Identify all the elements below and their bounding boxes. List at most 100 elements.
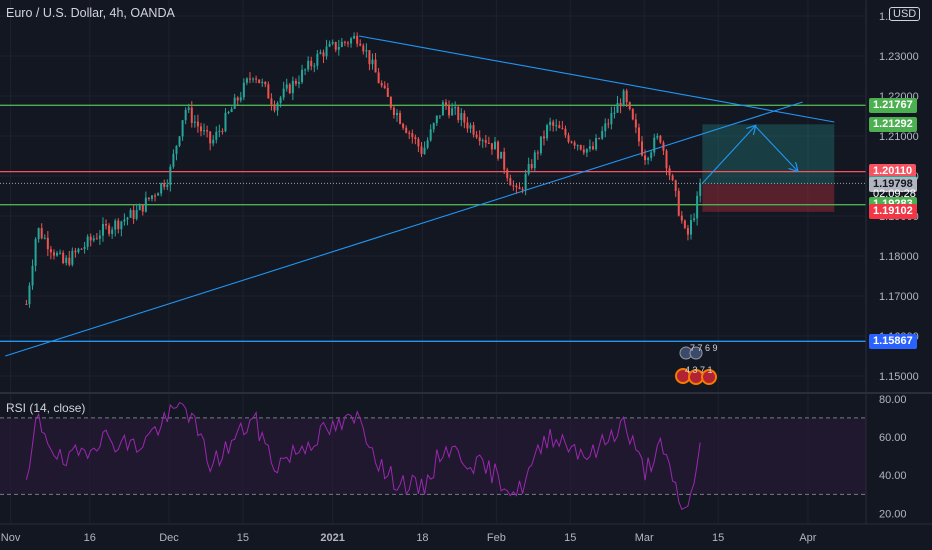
- candle-body: [506, 169, 509, 179]
- candle-body: [77, 248, 80, 253]
- candle-body: [328, 43, 331, 47]
- time-tick-label: Nov: [1, 532, 21, 544]
- candle-body: [579, 145, 582, 150]
- candle-body: [533, 152, 536, 169]
- candle-body: [530, 164, 533, 169]
- candle-body: [316, 53, 319, 66]
- projection-segment: [754, 125, 797, 171]
- candle-body: [552, 121, 555, 126]
- candle-body: [279, 97, 282, 103]
- candle-body: [469, 125, 472, 129]
- candle-body: [230, 108, 233, 113]
- candle-body: [622, 90, 625, 107]
- candle-body: [126, 217, 129, 220]
- candle-body: [527, 164, 530, 174]
- candle-body: [248, 78, 251, 80]
- candle-body: [337, 46, 340, 50]
- rsi-tick-label: 20.00: [879, 508, 907, 520]
- bar-countdown: 02:09:28: [873, 188, 916, 201]
- time-tick-label: 15: [564, 532, 576, 544]
- candle-body: [570, 141, 573, 143]
- entry-price-tag: 1.19798: [869, 176, 917, 192]
- candle-body: [392, 107, 395, 116]
- rsi-band: [0, 417, 866, 495]
- economic-events[interactable]: 7 7 6 9 4 3 7 1: [675, 343, 718, 385]
- candle-body: [408, 132, 411, 134]
- candle-body: [497, 141, 500, 159]
- candle-body: [567, 135, 570, 142]
- level-1-20110-tag: 1.20110: [869, 164, 917, 180]
- event-icon-top-2[interactable]: [689, 346, 703, 360]
- candle-body: [34, 239, 37, 266]
- time-axis[interactable]: Nov 16 Dec 15 2021 18 Feb 15 Mar 15 Apr: [1, 532, 817, 544]
- candle-body: [193, 121, 196, 123]
- candle-body: [690, 220, 693, 235]
- candle-body: [270, 98, 273, 105]
- candle-body: [524, 173, 527, 190]
- projection-path[interactable]: [701, 125, 797, 184]
- candle-body: [493, 141, 496, 150]
- candle-body: [368, 50, 371, 65]
- event-icon-us-flag-3[interactable]: [701, 369, 717, 385]
- candle-body: [120, 221, 123, 230]
- target-price-tag: 1.21292: [869, 116, 917, 132]
- candle-body: [215, 131, 218, 140]
- candle-body: [647, 158, 650, 161]
- candle-body: [598, 138, 601, 140]
- rsi-axis[interactable]: 80.00 60.00 40.00 20.00: [879, 394, 907, 521]
- candle-body: [601, 131, 604, 139]
- candle-body: [184, 109, 187, 121]
- candle-body: [62, 252, 65, 264]
- candle-body: [114, 220, 117, 230]
- candle-body: [610, 113, 613, 125]
- candle-body: [297, 82, 300, 84]
- candle-body: [634, 119, 637, 128]
- candle-body: [631, 109, 634, 120]
- candle-body: [92, 238, 95, 241]
- candle-body: [549, 121, 552, 126]
- candle-body: [591, 146, 594, 150]
- trendlines[interactable]: [5, 35, 835, 357]
- candle-body: [377, 72, 380, 84]
- candle-body: [172, 153, 175, 167]
- candle-body: [460, 113, 463, 121]
- candle-body: [423, 147, 426, 154]
- candle-body: [656, 135, 659, 138]
- candle-body: [696, 195, 699, 219]
- candle-body: [484, 140, 487, 143]
- candle-body: [555, 125, 558, 127]
- resistance-level-tag: 1.21767: [869, 97, 917, 113]
- candle-body: [628, 102, 631, 110]
- candle-body: [46, 237, 49, 250]
- candle-body: [242, 82, 245, 98]
- candle-body: [25, 304, 28, 305]
- long-position-tool[interactable]: [702, 124, 835, 212]
- time-tick-label: 18: [416, 532, 428, 544]
- candle-body: [343, 41, 346, 43]
- candle-body: [288, 84, 291, 94]
- candle-body: [653, 137, 656, 153]
- candle-body: [451, 108, 454, 116]
- candle-body: [71, 250, 74, 265]
- candle-body: [169, 166, 172, 185]
- candle-body: [481, 140, 484, 142]
- candle-body: [282, 88, 285, 98]
- candle-body: [457, 107, 460, 121]
- candle-body: [340, 41, 343, 47]
- candle-body: [28, 285, 31, 305]
- candle-body: [111, 229, 114, 234]
- chart-title: Euro / U.S. Dollar, 4h, OANDA: [6, 6, 175, 20]
- time-tick-label: Feb: [487, 532, 506, 544]
- candle-body: [444, 102, 447, 107]
- candles: [25, 32, 702, 308]
- rsi-indicator-title[interactable]: RSI (14, close): [6, 401, 86, 415]
- candle-body: [686, 227, 689, 235]
- candle-body: [478, 137, 481, 142]
- horizontal-levels[interactable]: [0, 104, 866, 342]
- currency-button[interactable]: USD: [889, 7, 921, 21]
- candle-body: [665, 150, 668, 169]
- candle-body: [135, 210, 138, 219]
- candle-body: [273, 104, 276, 111]
- candle-body: [83, 246, 86, 249]
